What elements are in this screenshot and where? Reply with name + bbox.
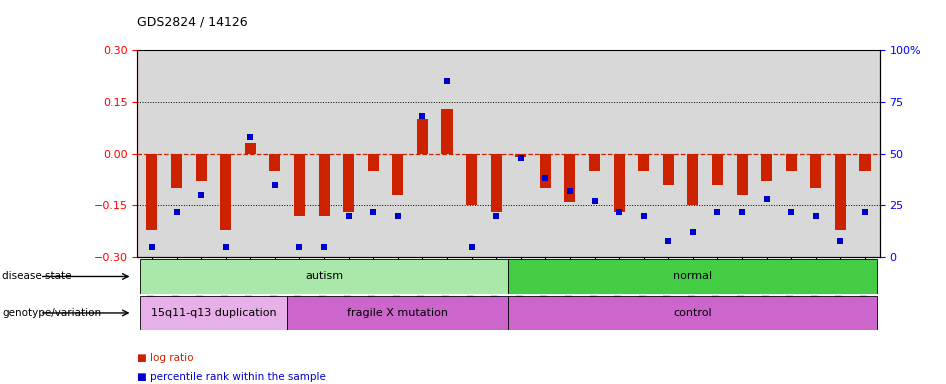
Point [219, 244, 234, 250]
Point [391, 213, 406, 219]
Bar [288, 296, 509, 330]
Text: 15q11-q13 duplication: 15q11-q13 duplication [150, 308, 276, 318]
Point [169, 209, 184, 215]
Point [587, 198, 602, 204]
Bar [786, 154, 797, 171]
Point [783, 209, 798, 215]
Point [464, 244, 480, 250]
Bar [368, 154, 378, 171]
Text: ■ log ratio: ■ log ratio [137, 353, 194, 363]
Bar [509, 296, 877, 330]
Point [194, 192, 209, 198]
Point [537, 175, 552, 182]
Bar [712, 154, 723, 185]
Point [440, 78, 455, 84]
Bar [762, 154, 772, 181]
Bar [737, 154, 747, 195]
Point [660, 238, 675, 244]
Text: fragile X mutation: fragile X mutation [347, 308, 448, 318]
Bar [417, 119, 428, 154]
Bar [147, 154, 157, 230]
Text: genotype/variation: genotype/variation [2, 308, 101, 318]
Bar [270, 154, 280, 171]
Point [292, 244, 307, 250]
Text: normal: normal [674, 271, 712, 281]
Bar [140, 259, 509, 294]
Text: ■ percentile rank within the sample: ■ percentile rank within the sample [137, 372, 326, 382]
Point [489, 213, 504, 219]
Point [759, 196, 774, 202]
Point [366, 209, 381, 215]
Bar [343, 154, 354, 212]
Bar [540, 154, 551, 188]
Bar [639, 154, 649, 171]
Bar [491, 154, 501, 212]
Point [685, 229, 700, 235]
Point [734, 209, 749, 215]
Bar [688, 154, 698, 205]
Point [513, 155, 528, 161]
Text: autism: autism [305, 271, 343, 281]
Text: GDS2824 / 14126: GDS2824 / 14126 [137, 15, 248, 28]
Point [562, 188, 577, 194]
Bar [466, 154, 477, 205]
Bar [140, 296, 288, 330]
Point [243, 134, 258, 140]
Bar [811, 154, 821, 188]
Point [710, 209, 725, 215]
Point [342, 213, 357, 219]
Point [808, 213, 823, 219]
Bar [171, 154, 182, 188]
Bar [860, 154, 870, 171]
Point [145, 244, 160, 250]
Bar [220, 154, 231, 230]
Bar [516, 154, 526, 157]
Bar [442, 109, 452, 154]
Bar [245, 143, 255, 154]
Bar [393, 154, 403, 195]
Point [268, 182, 283, 188]
Text: control: control [674, 308, 712, 318]
Point [317, 244, 332, 250]
Bar [565, 154, 575, 202]
Text: disease state: disease state [2, 271, 71, 281]
Bar [835, 154, 846, 230]
Bar [614, 154, 624, 212]
Bar [663, 154, 674, 185]
Point [857, 209, 872, 215]
Bar [509, 259, 877, 294]
Bar [319, 154, 329, 216]
Point [415, 113, 430, 119]
Point [636, 213, 651, 219]
Point [611, 209, 626, 215]
Bar [196, 154, 206, 181]
Bar [294, 154, 305, 216]
Point [832, 238, 848, 244]
Bar [589, 154, 600, 171]
